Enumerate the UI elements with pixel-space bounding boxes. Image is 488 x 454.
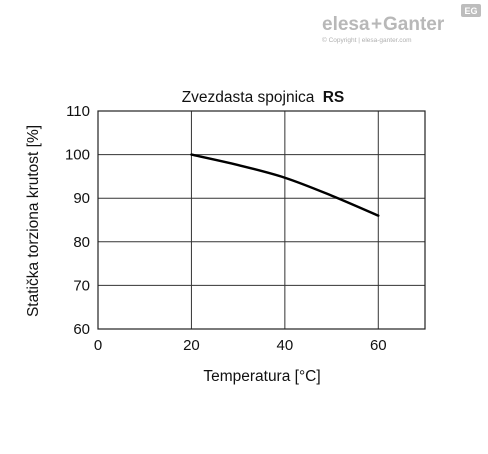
brand-logo: elesa + Ganter EG © Copyright | elesa-ga… — [322, 4, 481, 44]
y-axis-label: Statička torziona krutost [%] — [25, 125, 42, 317]
y-tick-labels: 60 70 80 90 100 110 — [65, 103, 90, 338]
brand-badge-icon — [461, 4, 481, 17]
x-tick-label: 40 — [277, 337, 294, 354]
brand-name-right: Ganter — [383, 14, 445, 35]
y-tick-label: 110 — [66, 103, 90, 120]
plot-frame — [97, 110, 426, 330]
x-tick-label: 60 — [370, 337, 387, 354]
chart-title: Zvezdasta spojnica RS — [182, 89, 345, 106]
brand-badge: EG — [464, 6, 477, 16]
chart-title-main: Zvezdasta spojnica — [182, 89, 315, 106]
y-tick-label: 90 — [73, 190, 90, 207]
x-tick-labels: 0 20 40 60 — [94, 337, 387, 354]
grid-layer — [97, 110, 426, 330]
brand-name-left: elesa — [322, 14, 370, 35]
y-tick-label: 100 — [65, 147, 90, 164]
x-axis-label: Temperatura [°C] — [203, 368, 320, 385]
x-tick-label: 0 — [94, 337, 102, 354]
y-tick-label: 80 — [73, 234, 90, 251]
chart-title-bold: RS — [323, 89, 345, 106]
brand-copyright: © Copyright | elesa-ganter.com — [322, 36, 412, 44]
series-line — [190, 153, 380, 217]
brand-plus: + — [371, 14, 382, 35]
y-tick-label: 60 — [73, 321, 90, 338]
y-tick-label: 70 — [73, 277, 90, 294]
x-tick-label: 20 — [183, 337, 200, 354]
series-layer — [190, 153, 380, 217]
